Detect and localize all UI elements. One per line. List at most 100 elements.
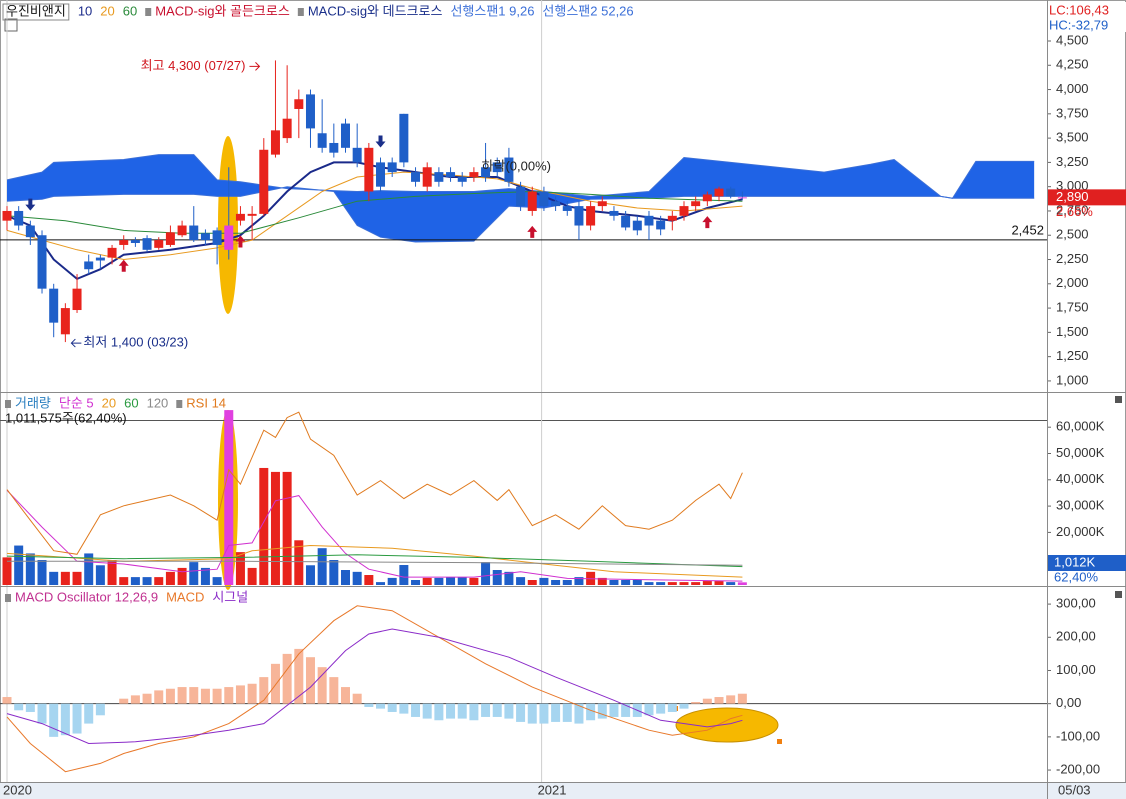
candle-body [539, 191, 549, 207]
bar [737, 582, 747, 586]
candle-body [165, 232, 175, 245]
signal-arrow [118, 259, 129, 272]
y-tick-label: 2,250 [1056, 251, 1089, 266]
candle-body [457, 176, 467, 182]
y-tick-label: 40,000K [1056, 471, 1105, 486]
bar [504, 571, 514, 586]
bar [691, 702, 701, 704]
annotation-arrow [249, 62, 261, 71]
bar [376, 582, 386, 586]
annotation: 최저 1,400 (03/23) [83, 335, 188, 350]
legend-entry: 시그널 [212, 589, 248, 604]
bar [411, 580, 421, 586]
bar [702, 698, 712, 704]
candle-body [586, 206, 596, 226]
bar [492, 703, 502, 717]
candle-body [154, 240, 164, 248]
bar [2, 697, 12, 704]
rsi-current: 62,40% [1054, 569, 1099, 584]
bar [25, 553, 35, 586]
candle-body [49, 288, 59, 323]
legend-entry: 120 [147, 395, 169, 410]
candle-body [247, 213, 257, 216]
bar [446, 703, 456, 719]
legend-entry: 우진비앤지 [6, 3, 66, 18]
y-tick-label: 2,500 [1056, 227, 1089, 242]
y-tick-label: 1,500 [1056, 324, 1089, 339]
bar [597, 577, 607, 586]
highlight-ellipse [675, 707, 779, 743]
panel-button[interactable] [1115, 591, 1122, 598]
line-series [6, 411, 743, 555]
current-price: 2,890 [1056, 189, 1089, 204]
bar [726, 695, 736, 704]
candle-body [352, 147, 362, 163]
date-label: 05/03 [1058, 782, 1091, 797]
bar [492, 570, 502, 586]
bar [399, 703, 409, 714]
candle-body [2, 210, 12, 221]
bar [364, 703, 374, 707]
candle-body [621, 215, 631, 228]
candle-body [235, 213, 245, 221]
settings-icon[interactable] [4, 18, 18, 32]
price-change: 2,66% [1056, 204, 1093, 219]
bar [84, 553, 94, 586]
highlight-ellipse [218, 136, 238, 314]
bar [539, 577, 549, 586]
bar [457, 703, 467, 719]
signal-arrow [25, 198, 36, 211]
candle-body [399, 113, 409, 163]
bar [317, 667, 327, 704]
candle-body [130, 240, 140, 244]
candle-body [212, 230, 222, 245]
candle-body [387, 162, 397, 173]
bar [469, 703, 479, 721]
bar [457, 577, 467, 586]
bar [481, 703, 491, 717]
bar [119, 698, 129, 704]
legend-entry: 20 [102, 395, 116, 410]
bar [609, 703, 619, 717]
hc-label: HC:-32,79 [1049, 17, 1108, 32]
y-tick-label: -200,00 [1056, 761, 1100, 776]
legend-entry: 10 [78, 3, 92, 18]
legend-entry: MACD [166, 589, 204, 604]
line-series [6, 154, 1035, 199]
legend-entry: 거래량 [15, 395, 51, 410]
candle-body [481, 167, 491, 177]
candle-body [434, 172, 444, 182]
bar [434, 703, 444, 721]
y-tick-label: 3,250 [1056, 154, 1089, 169]
bar [270, 471, 280, 586]
bar [644, 703, 654, 716]
bar [37, 560, 47, 586]
y-tick-label: 4,250 [1056, 57, 1089, 72]
bar [679, 582, 689, 586]
legend-entry: RSI 14 [186, 395, 226, 410]
panel-button[interactable] [1115, 396, 1122, 403]
candle-body [259, 149, 269, 214]
candle-body [667, 215, 677, 221]
bar [551, 703, 561, 722]
bar [189, 562, 199, 586]
y-tick-label: 3,500 [1056, 130, 1089, 145]
y-tick-label: 50,000K [1056, 445, 1105, 460]
y-tick-label: 4,000 [1056, 81, 1089, 96]
bar [352, 571, 362, 586]
bar [340, 687, 350, 704]
bar [621, 703, 631, 717]
bar [235, 552, 245, 586]
bar [305, 657, 315, 704]
bar [294, 540, 304, 586]
bar [317, 548, 327, 586]
legend-entry: 단순 5 [59, 395, 94, 410]
candle-body [726, 188, 736, 197]
bar [14, 545, 24, 586]
bar [2, 557, 12, 586]
bar [516, 703, 526, 722]
candle-body [25, 225, 35, 238]
